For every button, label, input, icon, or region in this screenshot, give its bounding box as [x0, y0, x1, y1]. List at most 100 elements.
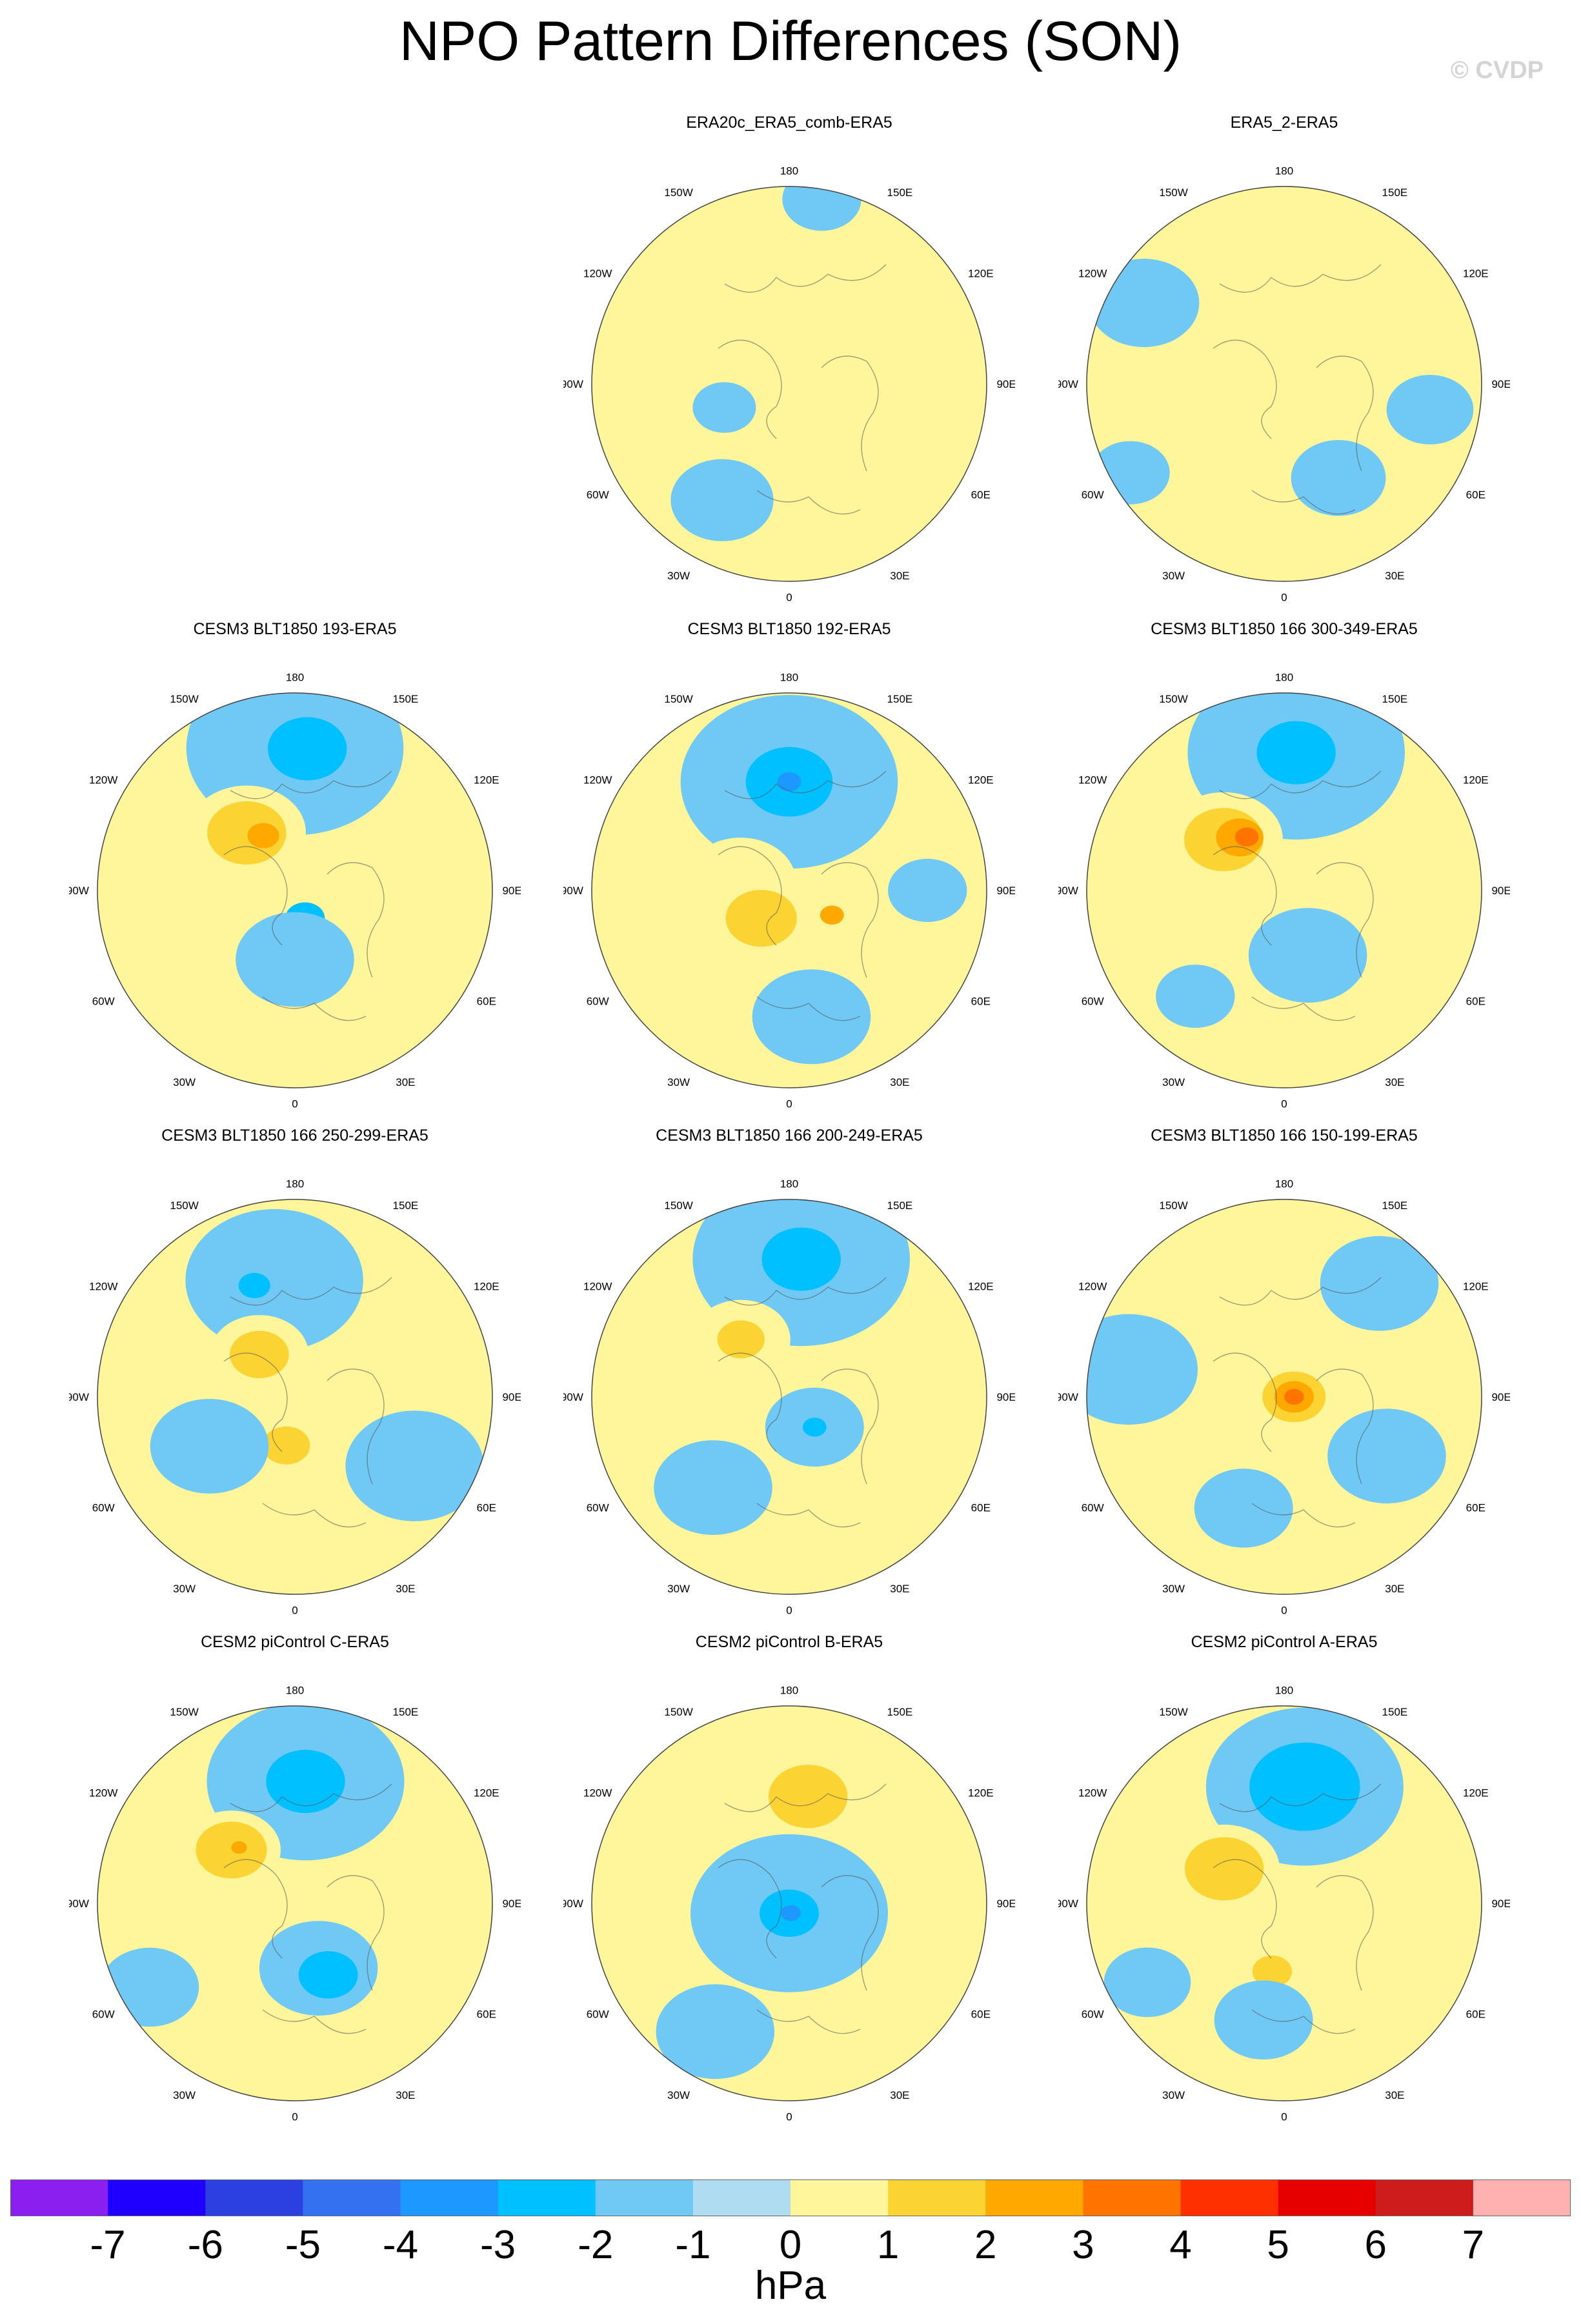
anomaly-region	[268, 717, 347, 781]
longitude-label: 60E	[971, 1501, 991, 1514]
map-panel: CESM3 BLT1850 166 300-349-ERA5 180 0 150W 15…	[1058, 619, 1510, 1116]
longitude-label: 0	[1281, 592, 1287, 604]
longitude-label: 150W	[170, 693, 198, 705]
anomaly-region	[1156, 965, 1235, 1028]
coastlines	[718, 1783, 887, 2034]
colorbar-segment	[1083, 2179, 1182, 2216]
colorbar-segment	[205, 2179, 303, 2216]
longitude-label: 150E	[887, 1199, 913, 1212]
map-panel: ERA5_2-ERA5 180 0 150W 150E 120W 120E 90W 90E 60W…	[1058, 113, 1510, 610]
longitude-label: 150W	[170, 1706, 198, 1718]
longitude-label: 30W	[667, 1583, 690, 1595]
longitude-label: 0	[1281, 2111, 1287, 2123]
longitude-label: 60E	[971, 2008, 991, 2020]
longitude-label: 180	[286, 1178, 304, 1190]
longitude-label: 150E	[887, 1706, 913, 1718]
anomaly-region	[777, 772, 801, 792]
coastlines	[223, 770, 392, 1021]
longitude-label: 180	[780, 1685, 798, 1697]
longitude-label: 150W	[170, 1199, 198, 1212]
colorbar-segment	[595, 2179, 694, 2216]
longitude-label: 30W	[173, 2089, 196, 2101]
coastlines	[718, 264, 887, 515]
longitude-label: 30W	[1162, 2089, 1185, 2101]
longitude-label: 0	[292, 2111, 297, 2123]
anomaly-region	[1386, 375, 1474, 445]
colorbar-segment	[1180, 2179, 1279, 2216]
longitude-label: 90W	[1058, 885, 1078, 897]
longitude-label: 90W	[69, 1898, 89, 1910]
longitude-label: 60E	[1466, 488, 1485, 501]
polar-map: 180 0 150W 150E 120W 120E 90W 90E 60W 60E 30W 30E	[1058, 1178, 1510, 1617]
map-panel: CESM3 BLT1850 192-ERA5 180 0 150W 150E 120W 12…	[563, 619, 1015, 1116]
longitude-label: 30E	[396, 1583, 415, 1595]
anomaly-region	[1234, 827, 1259, 846]
colorbar-tick-label: 1	[876, 2223, 900, 2267]
map-panel: CESM3 BLT1850 166 250-299-ERA5 180 0 150W 15…	[69, 1126, 521, 1623]
anomaly-region	[238, 1272, 270, 1299]
longitude-label: 30W	[173, 1583, 196, 1595]
longitude-label: 90E	[1491, 1391, 1510, 1403]
colorbar-segment	[303, 2179, 401, 2216]
colorbar-segment	[108, 2179, 206, 2216]
colorbar-tick-label: -2	[578, 2223, 614, 2267]
longitude-label: 180	[286, 1685, 304, 1697]
longitude-label: 150W	[1159, 186, 1187, 199]
colorbar-tick-label: -4	[382, 2223, 419, 2267]
map-panel: CESM3 BLT1850 166 150-199-ERA5 180 0 150W 15…	[1058, 1126, 1510, 1623]
longitude-label: 60W	[587, 488, 609, 501]
anomaly-region	[1214, 1980, 1313, 2059]
anomaly-region	[231, 1841, 247, 1854]
longitude-label: 120E	[968, 268, 994, 280]
longitude-label: 30W	[667, 570, 690, 582]
longitude-label: 90E	[996, 1898, 1015, 1910]
anomaly-region	[1103, 1947, 1191, 2018]
longitude-label: 60E	[971, 488, 991, 501]
colorbar-tick-label: -3	[480, 2223, 516, 2267]
anomaly-region	[1252, 1956, 1292, 1987]
polar-map: 180 0 150W 150E 120W 120E 90W 90E 60W 60E 30W 30E	[1058, 165, 1510, 604]
longitude-label: 120E	[968, 774, 994, 786]
longitude-label: 90E	[996, 378, 1015, 390]
longitude-label: 30W	[667, 1076, 690, 1088]
longitude-label: 0	[786, 2111, 792, 2123]
longitude-label: 120W	[583, 268, 612, 280]
longitude-label: 120E	[474, 1787, 499, 1799]
coastlines	[223, 1783, 392, 2034]
anomaly-region	[1194, 1468, 1293, 1548]
longitude-label: 60W	[1082, 2008, 1104, 2020]
longitude-label: 180	[1275, 672, 1293, 684]
longitude-label: 90W	[563, 1391, 583, 1403]
map-outline	[591, 692, 987, 1088]
colorbar-segment	[985, 2179, 1083, 2216]
anomaly-region	[1301, 301, 1322, 318]
colorbar-tick-label: 4	[1169, 2223, 1192, 2267]
longitude-label: 90E	[1491, 1898, 1510, 1910]
map-panel: CESM2 piControl B-ERA5 180 0 150W 150E 120W 12…	[563, 1632, 1015, 2129]
panel-title: CESM3 BLT1850 192-ERA5	[687, 620, 891, 638]
longitude-label: 180	[1275, 1178, 1293, 1190]
map-outline	[97, 1705, 493, 2101]
colorbar-segment	[888, 2179, 986, 2216]
polar-map: 180 0 150W 150E 120W 120E 90W 90E 60W 60E 30W 30E	[69, 672, 521, 1110]
colorbar-tick-label: 3	[1072, 2223, 1094, 2267]
longitude-label: 60E	[1466, 995, 1485, 1007]
panel-title: CESM3 BLT1850 166 150-199-ERA5	[1151, 1127, 1418, 1145]
polar-map: 180 0 150W 150E 120W 120E 90W 90E 60W 60E 30W 30E	[69, 1178, 521, 1617]
map-outline	[591, 186, 987, 582]
longitude-label: 90W	[563, 1898, 583, 1910]
longitude-label: 120W	[1078, 1281, 1107, 1293]
longitude-label: 120W	[89, 774, 117, 786]
longitude-label: 120W	[583, 1281, 612, 1293]
longitude-label: 30W	[1162, 1076, 1185, 1088]
longitude-label: 150E	[393, 693, 419, 705]
map-panel: CESM3 BLT1850 166 200-249-ERA5 180 0 150W 15…	[563, 1126, 1015, 1623]
anomaly-region	[761, 1227, 841, 1291]
longitude-label: 0	[786, 592, 792, 604]
colorbar	[10, 2179, 1571, 2216]
longitude-label: 180	[780, 672, 798, 684]
anomaly-region	[692, 382, 756, 433]
longitude-label: 120W	[1078, 774, 1107, 786]
anomaly-region	[888, 859, 967, 922]
longitude-label: 30E	[1385, 2089, 1404, 2101]
